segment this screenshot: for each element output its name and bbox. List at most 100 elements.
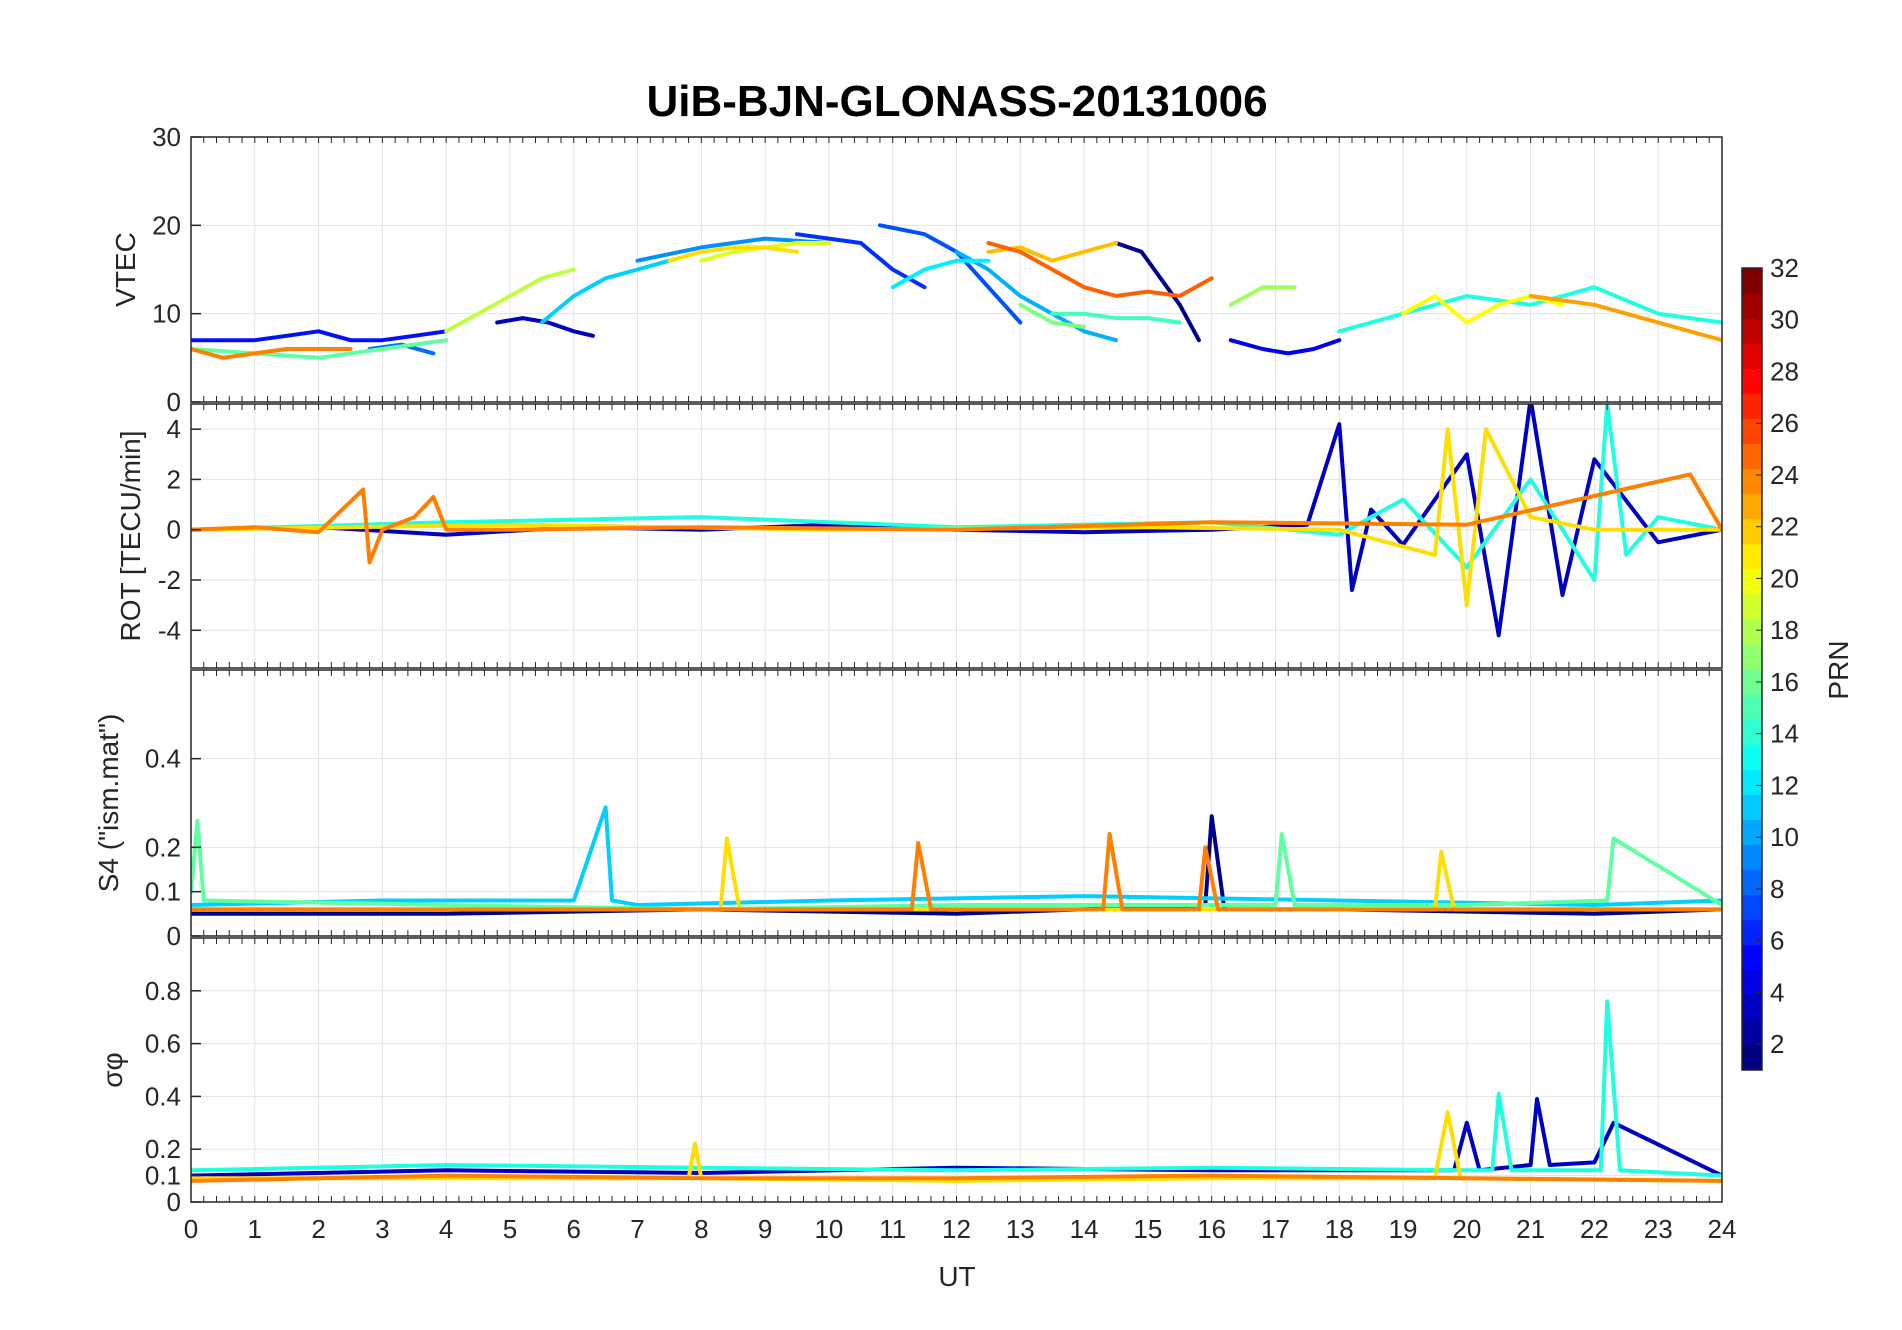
colorbar-tick-label: 18 <box>1770 615 1799 645</box>
series-group <box>191 404 1722 638</box>
y-tick-label: -4 <box>158 615 181 645</box>
y-tick-label: -2 <box>158 565 181 595</box>
x-tick-label: 24 <box>1708 1214 1737 1244</box>
x-tick-label: 3 <box>375 1214 389 1244</box>
x-tick-label: 22 <box>1580 1214 1609 1244</box>
colorbar-swatch <box>1742 694 1762 720</box>
series-line-prn-9 <box>954 249 1118 343</box>
colorbar-swatch <box>1742 894 1762 921</box>
series-line-prn-14 <box>191 818 1722 912</box>
y-tick-label: 0.4 <box>145 1081 181 1111</box>
colorbar-swatch <box>1742 969 1762 996</box>
series-line-prn-10 <box>539 258 672 325</box>
colorbar-swatch <box>1742 493 1762 520</box>
colorbar-tick-label: 20 <box>1770 563 1799 593</box>
x-tick-label: 6 <box>567 1214 581 1244</box>
series-line-prn-23 <box>191 832 1722 912</box>
y-tick-label: 4 <box>167 414 181 444</box>
series-line-prn-23 <box>191 1173 1722 1183</box>
series-line-prn-1 <box>1114 241 1201 343</box>
x-tick-label: 9 <box>758 1214 772 1244</box>
y-tick-label: 0 <box>167 1187 181 1217</box>
y-tick-label: 0.4 <box>145 744 181 774</box>
x-tick-label: 14 <box>1070 1214 1099 1244</box>
colorbar-swatch <box>1742 669 1762 695</box>
colorbar-swatch <box>1742 393 1762 419</box>
series-line-prn-17 <box>444 267 576 334</box>
series-group <box>191 805 1722 916</box>
y-tick-label: 0.6 <box>145 1029 181 1059</box>
colorbar-tick-label: 26 <box>1770 408 1799 438</box>
colorbar-swatch <box>1742 293 1762 319</box>
colorbar-tick-label: 8 <box>1770 874 1784 904</box>
colorbar-swatch <box>1742 518 1762 545</box>
series-line-prn-22 <box>1528 294 1722 343</box>
colorbar-swatch <box>1742 994 1762 1021</box>
y-tick-label: 0 <box>167 921 181 951</box>
x-tick-label: 19 <box>1389 1214 1418 1244</box>
x-tick-label: 7 <box>630 1214 644 1244</box>
colorbar-tick-label: 22 <box>1770 512 1799 542</box>
colorbar-swatch <box>1742 1044 1762 1071</box>
colorbar-swatch <box>1742 468 1762 495</box>
series-line-prn-11 <box>890 258 991 290</box>
x-tick-label: 21 <box>1516 1214 1545 1244</box>
series-line-prn-20 <box>667 245 799 263</box>
colorbar-swatch <box>1742 418 1762 445</box>
y-tick-label: 0.2 <box>145 1134 181 1164</box>
colorbar-swatch <box>1742 343 1762 369</box>
series-line-prn-5 <box>795 232 927 290</box>
y-axis-label: S4 ("ism.mat") <box>93 714 124 893</box>
colorbar-tick-label: 2 <box>1770 1029 1784 1059</box>
y-tick-label: 2 <box>167 464 181 494</box>
colorbar-swatch <box>1742 318 1762 344</box>
y-axis-label: σφ <box>97 1052 128 1087</box>
x-tick-label: 1 <box>248 1214 262 1244</box>
x-tick-label: 11 <box>879 1214 906 1244</box>
colorbar-swatch <box>1742 744 1762 770</box>
series-group <box>191 223 1722 360</box>
series-line-prn-23 <box>191 472 1722 565</box>
x-tick-label: 8 <box>694 1214 708 1244</box>
x-tick-label: 5 <box>503 1214 517 1244</box>
series-line-prn-8 <box>635 236 831 263</box>
colorbar-tick-label: 10 <box>1770 822 1799 852</box>
series-line-prn-12 <box>191 999 1722 1178</box>
series-line-prn-24 <box>986 241 1214 298</box>
colorbar-swatch <box>1742 844 1762 871</box>
colorbar-swatch <box>1742 719 1762 745</box>
colorbar-tick-label: 16 <box>1770 667 1799 697</box>
colorbar-swatch <box>1742 368 1762 394</box>
y-tick-label: 30 <box>152 122 181 152</box>
colorbar-swatch <box>1742 919 1762 946</box>
x-tick-label: 13 <box>1006 1214 1035 1244</box>
colorbar-swatch <box>1742 819 1762 846</box>
colorbar-tick-label: 28 <box>1770 356 1799 386</box>
x-tick-label: 18 <box>1325 1214 1354 1244</box>
x-tick-label: 23 <box>1644 1214 1673 1244</box>
colorbar-swatch <box>1742 593 1762 620</box>
panel-vtec: 0 10 20 30 VTEC <box>110 122 1723 417</box>
colorbar-tick-label: 14 <box>1770 719 1799 749</box>
series-line-prn-3 <box>1228 338 1342 356</box>
series-line-prn-23 <box>191 347 353 360</box>
colorbar-swatch <box>1742 568 1762 595</box>
y-tick-label: 0 <box>167 515 181 545</box>
y-tick-label: 0.1 <box>145 1161 181 1191</box>
panel-s4: 0 0.1 0.2 0.4 S4 ("ism.mat") <box>93 669 1723 951</box>
y-tick-label: 0.8 <box>145 976 181 1006</box>
panel-rot: -4 -2 0 2 4 ROT [TECU/min] <box>115 403 1723 669</box>
colorbar-swatch <box>1742 869 1762 896</box>
x-tick-label: 15 <box>1133 1214 1162 1244</box>
x-tick-label: 17 <box>1261 1214 1290 1244</box>
x-tick-label: 20 <box>1452 1214 1481 1244</box>
colorbar-tick-label: 6 <box>1770 926 1784 956</box>
series-line-prn-16 <box>1228 285 1297 307</box>
colorbar-swatch <box>1742 268 1762 294</box>
x-tick-label: 4 <box>439 1214 453 1244</box>
x-tick-label: 12 <box>942 1214 971 1244</box>
series-line-prn-4 <box>191 329 449 343</box>
